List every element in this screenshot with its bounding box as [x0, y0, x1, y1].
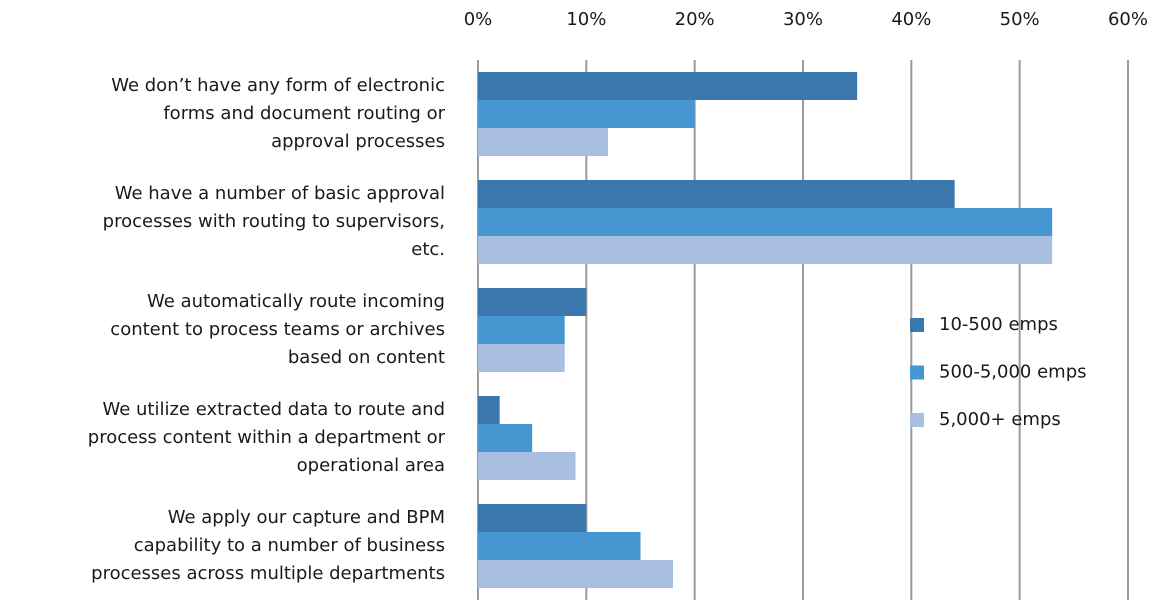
bar	[478, 100, 695, 128]
category-label-line: We have a number of basic approval	[115, 183, 445, 204]
category-label-line: content to process teams or archives	[110, 319, 445, 340]
x-tick-label: 50%	[1000, 9, 1040, 30]
category-label-line: capability to a number of business	[134, 535, 445, 556]
category-label-line: processes across multiple departments	[91, 563, 445, 584]
category-label: We don’t have any form of electronic form…	[111, 75, 445, 152]
bar	[478, 452, 576, 480]
x-tick-label: 0%	[464, 9, 493, 30]
category-label-line: We utilize extracted data to route and	[102, 399, 445, 420]
x-tick-label: 30%	[783, 9, 823, 30]
bar	[478, 560, 673, 588]
category-label-line: operational area	[297, 455, 445, 476]
category-label-line: approval processes	[271, 131, 445, 152]
legend-label: 500-5,000 emps	[939, 362, 1087, 383]
category-label-line: We automatically route incoming	[147, 291, 445, 312]
bar	[478, 344, 565, 372]
category-label-line: process content within a department or	[88, 427, 446, 448]
bar	[478, 316, 565, 344]
category-label-line: processes with routing to supervisors,	[103, 211, 445, 232]
bar	[478, 532, 641, 560]
bar	[478, 72, 858, 100]
category-label-line: We apply our capture and BPM	[168, 507, 445, 528]
category-label-line: based on content	[288, 347, 445, 368]
category-label-line: etc.	[411, 239, 445, 260]
bar	[478, 236, 1053, 264]
bar	[478, 180, 955, 208]
legend-label: 10-500 emps	[939, 314, 1058, 335]
bar	[478, 424, 533, 452]
bar	[478, 128, 608, 156]
bar	[478, 504, 587, 532]
category-label-line: We don’t have any form of electronic	[111, 75, 445, 96]
legend-swatch	[910, 365, 924, 380]
category-label: We utilize extracted data to route and pr…	[88, 399, 446, 476]
x-tick-label: 10%	[566, 9, 606, 30]
x-tick-label: 40%	[891, 9, 931, 30]
legend-swatch	[910, 318, 924, 332]
x-tick-label: 60%	[1108, 9, 1148, 30]
x-tick-label: 20%	[675, 9, 715, 30]
bar	[478, 288, 587, 316]
category-label: We have a number of basic approval proces…	[103, 183, 445, 260]
category-label-line: forms and document routing or	[163, 103, 445, 124]
bar	[478, 208, 1053, 236]
category-label: We automatically route incoming content t…	[110, 291, 445, 368]
legend-swatch	[910, 413, 924, 427]
category-label: We apply our capture and BPM capability t…	[91, 507, 445, 584]
bar	[478, 396, 500, 424]
legend-label: 5,000+ emps	[939, 409, 1061, 430]
